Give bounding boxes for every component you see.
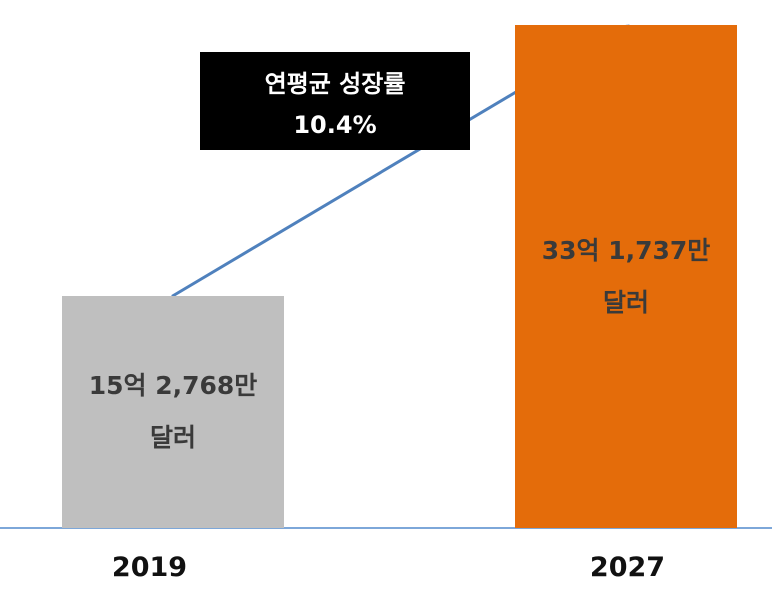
annotation-text: 10.4% (293, 110, 377, 139)
data-label: 33억 1,737만 달러 (541, 235, 711, 317)
annotation-text: 연평균 성장률 (264, 69, 406, 98)
x-tick-label: 2027 (589, 552, 666, 583)
bar: 33억 1,737만 달러 (515, 25, 737, 528)
annotation-box: 연평균 성장률 10.4% (200, 52, 470, 150)
bar: 15억 2,768만 달러 (62, 296, 284, 528)
data-label: 15억 2,768만 달러 (88, 371, 258, 453)
x-tick-label: 2019 (111, 552, 188, 583)
